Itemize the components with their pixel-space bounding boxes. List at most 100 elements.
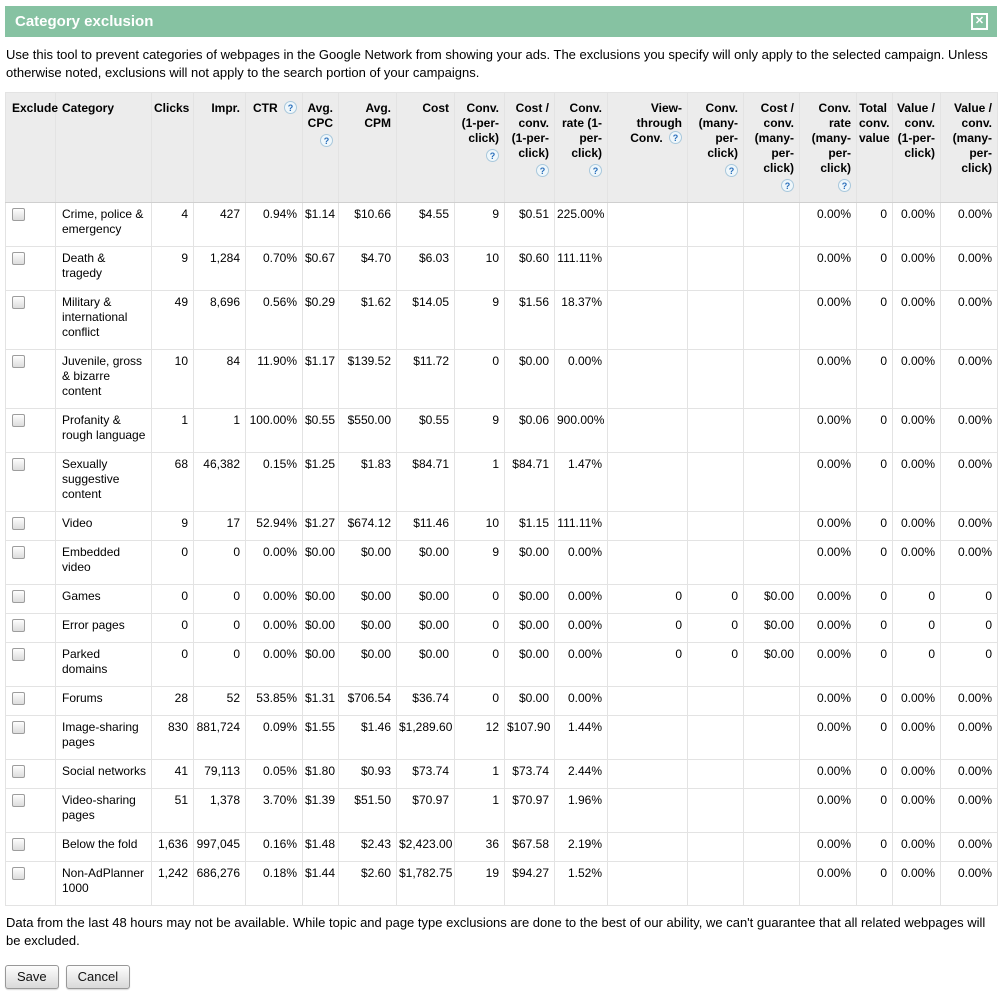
column-header-label: Avg. CPM <box>364 100 391 130</box>
metric-cell-ctr: 0.00% <box>245 612 303 643</box>
metric-cell-cost-conv-1-per-click: $0.00 <box>504 539 555 585</box>
metric-cell-conv-rate-many-per-click: 0.00% <box>799 201 857 247</box>
metric-cell-conv-rate-1-per-click: 0.00% <box>554 685 608 716</box>
metric-cell-avg-cpm: $1.46 <box>338 714 397 760</box>
exclude-checkbox-juvenile-gross-bizarre-content[interactable] <box>12 354 25 368</box>
metric-cell-cost-conv-1-per-click: $0.00 <box>504 583 555 614</box>
metric-cell-avg-cpc: $1.55 <box>302 714 339 760</box>
help-icon[interactable]: ? <box>320 133 333 147</box>
exclude-checkbox-sexually-suggestive-content[interactable] <box>12 457 25 471</box>
metric-cell-value-conv-1-per-click: 0.00% <box>892 831 941 862</box>
metric-cell-cost-conv-many-per-click <box>743 451 800 512</box>
metric-cell-conv-many-per-click <box>687 758 744 789</box>
metric-cell-cost: $70.97 <box>396 787 455 833</box>
metric-cell-impr: 686,276 <box>193 860 246 906</box>
metric-cell-value-conv-many-per-click: 0 <box>940 612 998 643</box>
column-header-help-row: ? <box>690 163 738 179</box>
metric-cell-view-through-conv <box>607 685 688 716</box>
metric-cell-ctr: 0.00% <box>245 539 303 585</box>
cancel-button[interactable]: Cancel <box>65 964 131 989</box>
metric-cell-cost: $6.03 <box>396 245 455 291</box>
exclude-checkbox-military-international-conflict[interactable] <box>12 295 25 309</box>
help-icon[interactable]: ? <box>486 148 499 162</box>
exclude-cell <box>5 860 56 906</box>
exclude-checkbox-games[interactable] <box>12 589 25 603</box>
exclude-cell <box>5 289 56 350</box>
metric-cell-conv-rate-1-per-click: 225.00% <box>554 201 608 247</box>
table-row: Crime, police & emergency 4 427 0.94% $1.14 $… <box>5 201 998 247</box>
metric-cell-conv-many-per-click <box>687 685 744 716</box>
help-icon[interactable]: ? <box>589 163 602 177</box>
exclude-checkbox-video-sharing-pages[interactable] <box>12 793 25 807</box>
metric-cell-total-conv-value: 0 <box>856 831 893 862</box>
metric-cell-cost-conv-1-per-click: $0.00 <box>504 641 555 687</box>
metric-cell-avg-cpm: $0.00 <box>338 641 397 687</box>
help-icon[interactable]: ? <box>725 163 738 177</box>
metric-cell-value-conv-1-per-click: 0.00% <box>892 714 941 760</box>
exclude-checkbox-non-adplanner-1000[interactable] <box>12 866 25 880</box>
help-icon[interactable]: ? <box>284 100 297 114</box>
metric-cell-conv-1-per-click: 1 <box>454 787 505 833</box>
help-icon[interactable]: ? <box>781 178 794 192</box>
exclude-cell <box>5 407 56 453</box>
metric-cell-value-conv-1-per-click: 0.00% <box>892 685 941 716</box>
help-icon[interactable]: ? <box>669 130 682 144</box>
metric-cell-cost-conv-1-per-click: $73.74 <box>504 758 555 789</box>
metric-cell-view-through-conv: 0 <box>607 612 688 643</box>
metric-cell-cost: $73.74 <box>396 758 455 789</box>
table-row: Social networks 41 79,113 0.05% $1.80 $0.93 $7… <box>5 758 998 789</box>
exclude-checkbox-death-tragedy[interactable] <box>12 251 25 265</box>
metric-cell-conv-rate-1-per-click: 2.19% <box>554 831 608 862</box>
metric-cell-avg-cpc: $0.00 <box>302 539 339 585</box>
metric-cell-avg-cpm: $51.50 <box>338 787 397 833</box>
metric-cell-total-conv-value: 0 <box>856 612 893 643</box>
metric-cell-clicks: 0 <box>151 641 194 687</box>
exclude-checkbox-social-networks[interactable] <box>12 764 25 778</box>
category-cell: Sexually suggestive content <box>55 451 152 512</box>
metric-cell-value-conv-1-per-click: 0.00% <box>892 407 941 453</box>
exclude-checkbox-error-pages[interactable] <box>12 618 25 632</box>
exclude-checkbox-crime-police-emergency[interactable] <box>12 207 25 221</box>
exclude-checkbox-image-sharing-pages[interactable] <box>12 720 25 734</box>
metric-cell-view-through-conv <box>607 831 688 862</box>
metric-cell-ctr: 0.09% <box>245 714 303 760</box>
exclude-checkbox-profanity-rough-language[interactable] <box>12 413 25 427</box>
metric-cell-cost-conv-many-per-click <box>743 685 800 716</box>
save-button[interactable]: Save <box>5 964 59 989</box>
column-header-label: Value / conv. (1-per-click) <box>896 100 935 160</box>
metric-cell-cost: $0.55 <box>396 407 455 453</box>
exclude-checkbox-embedded-video[interactable] <box>12 545 25 559</box>
metric-cell-total-conv-value: 0 <box>856 451 893 512</box>
metric-cell-avg-cpm: $0.00 <box>338 539 397 585</box>
exclude-cell <box>5 758 56 789</box>
metric-cell-conv-many-per-click <box>687 860 744 906</box>
exclude-checkbox-video[interactable] <box>12 516 25 530</box>
metric-cell-ctr: 0.94% <box>245 201 303 247</box>
metric-cell-view-through-conv <box>607 407 688 453</box>
metric-cell-impr: 84 <box>193 348 246 409</box>
metric-cell-cost: $0.00 <box>396 583 455 614</box>
table-row: Sexually suggestive content 68 46,382 0.15%… <box>5 451 998 512</box>
help-icon[interactable]: ? <box>838 178 851 192</box>
column-header-avg-cpc: Avg. CPC? <box>302 91 339 203</box>
metric-cell-conv-rate-1-per-click: 1.96% <box>554 787 608 833</box>
column-header-conv-many-per-click: Conv. (many-per-click)? <box>687 91 744 203</box>
exclude-cell <box>5 539 56 585</box>
exclude-checkbox-parked-domains[interactable] <box>12 647 25 661</box>
metric-cell-cost: $0.00 <box>396 539 455 585</box>
exclude-checkbox-forums[interactable] <box>12 691 25 705</box>
metric-cell-view-through-conv <box>607 289 688 350</box>
metric-cell-view-through-conv <box>607 787 688 833</box>
exclude-checkbox-below-the-fold[interactable] <box>12 837 25 851</box>
metric-cell-conv-1-per-click: 9 <box>454 289 505 350</box>
close-icon[interactable]: ✕ <box>971 13 988 30</box>
metric-cell-cost: $0.00 <box>396 612 455 643</box>
category-cell: Death & tragedy <box>55 245 152 291</box>
metric-cell-avg-cpc: $0.55 <box>302 407 339 453</box>
metric-cell-cost-conv-1-per-click: $84.71 <box>504 451 555 512</box>
exclude-cell <box>5 583 56 614</box>
help-icon[interactable]: ? <box>536 163 549 177</box>
metric-cell-conv-rate-many-per-click: 0.00% <box>799 407 857 453</box>
metric-cell-impr: 0 <box>193 612 246 643</box>
metric-cell-avg-cpm: $2.43 <box>338 831 397 862</box>
